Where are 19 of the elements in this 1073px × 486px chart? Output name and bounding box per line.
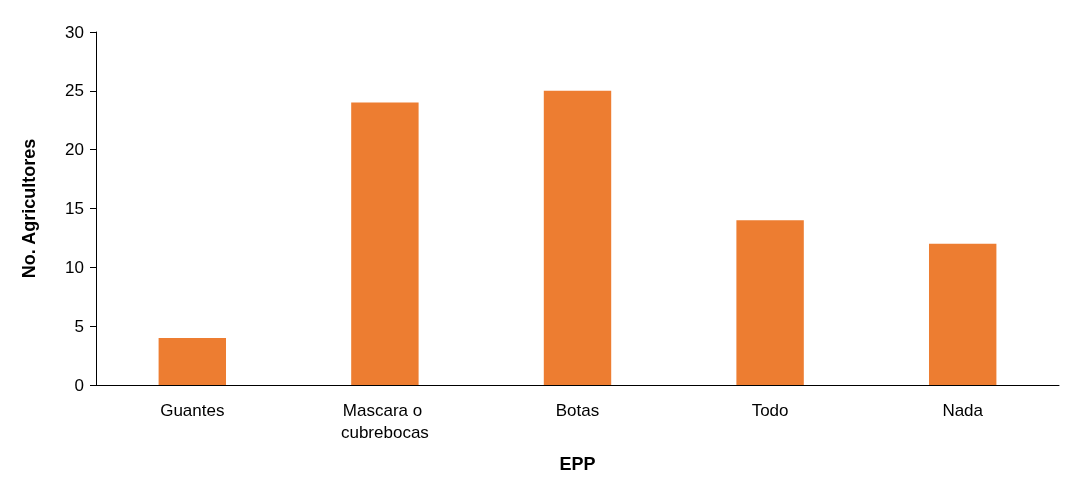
- bar: [351, 102, 419, 385]
- y-tick-label: 0: [74, 375, 84, 395]
- y-tick-label: 15: [65, 199, 84, 218]
- bar: [929, 243, 997, 385]
- y-axis-title: No. Agricultores: [19, 138, 39, 279]
- x-axis-title: EPP: [559, 454, 596, 474]
- x-tick-label: Botas: [555, 400, 600, 420]
- y-tick-label: 30: [65, 22, 84, 42]
- y-tick-label: 10: [65, 257, 84, 277]
- x-tick-label: Nada: [942, 400, 984, 420]
- x-tick-label: Todo: [751, 400, 789, 420]
- y-tick-label: 20: [65, 140, 84, 160]
- y-tick-label: 5: [74, 316, 84, 336]
- x-tick-label: Mascara o cubrebocas: [340, 400, 429, 442]
- y-tick-label: 25: [65, 81, 84, 101]
- bar: [158, 337, 227, 385]
- x-tick-label: Guantes: [160, 400, 225, 420]
- bar: [543, 90, 612, 385]
- bar: [736, 220, 804, 385]
